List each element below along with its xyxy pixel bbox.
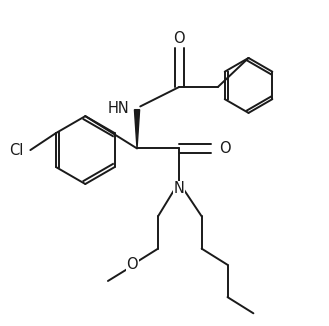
Text: O: O — [126, 257, 138, 272]
Polygon shape — [135, 110, 139, 148]
Text: O: O — [219, 141, 231, 156]
Text: HN: HN — [107, 100, 129, 115]
Text: Cl: Cl — [10, 142, 24, 157]
Text: N: N — [174, 181, 185, 196]
Text: O: O — [173, 31, 185, 46]
